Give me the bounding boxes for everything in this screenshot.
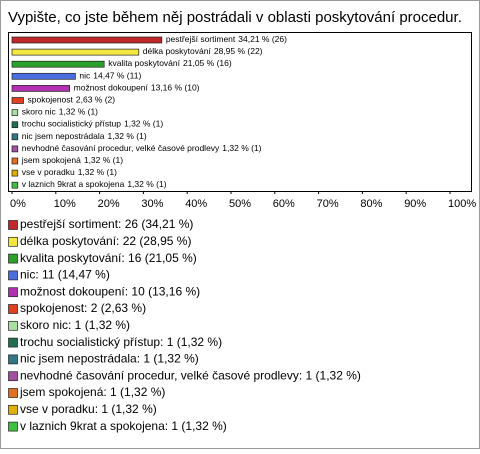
legend-label: kvalita poskytování: 16 (21,05 %) [20,251,197,265]
legend-swatch [8,253,18,264]
legend-swatch [8,388,18,398]
legend-label: skoro nic: 1 (1,32 %) [20,318,130,332]
bar-label: nic jsem nepostrádala 1,32 % (1) [22,131,147,141]
bar [11,133,19,141]
bar-label: v laznich 9krat a spokojena 1,32 % (1) [22,179,167,189]
bar [11,85,70,92]
legend-swatch [8,270,18,281]
legend-swatch [8,287,18,298]
bar-label: délka poskytování 28,95 % (22) [143,46,263,56]
bar-value-label: 1,32 % (1) [59,107,98,117]
chart-title: Vypište, co jste během něj postrádali v … [8,9,462,26]
bar [11,48,140,56]
bar [11,121,19,129]
legend-swatch [8,320,18,331]
bar-category: jsem spokojená [21,155,81,165]
bar-category: kvalita poskytování [108,58,180,68]
legend-label: spokojenost: 2 (2,63 %) [20,301,146,315]
bar-value-label: 1,32 % (1) [84,155,123,165]
bar-label: nic 14,47 % (11) [79,71,141,81]
bar-category: skoro nic [22,107,57,117]
bar-value-label: 1,32 % (1) [124,119,163,129]
plot-area [8,32,472,192]
bar-value-label: 28,95 % (22) [214,46,263,56]
bar-label: vse v poradku 1,32 % (1) [22,167,117,177]
bar-category: trochu socialistický přístup [22,119,121,129]
legend-label: vse v poradku: 1 (1,32 %) [20,402,157,416]
bar [11,169,19,177]
bar [11,60,105,68]
bar-label: skoro nic 1,32 % (1) [22,107,98,117]
x-tick-label: 30% [141,198,163,210]
legend-swatch [8,354,18,365]
legend-swatch [8,337,18,348]
legend-swatch [8,421,18,432]
bar-label: nevhodné časování procedur, velké časové… [22,143,262,153]
bar-value-label: 1,32 % (1) [107,131,146,141]
bar-category: vse v poradku [22,167,75,177]
legend-swatch [8,371,18,382]
x-tick-label: 0% [10,198,26,210]
bar-value-label: 1,32 % (1) [222,143,261,153]
legend-label: nevhodné časování procedur, velké časové… [20,368,361,382]
bar-value-label: 1,32 % (1) [127,179,166,189]
legend-label: možnost dokoupení: 10 (13,16 %) [20,284,200,298]
bar-category: nevhodné časování procedur, velké časové… [22,143,220,153]
bar-category: nic jsem nepostrádala [22,131,105,141]
bar-category: spokojenost [28,95,74,105]
legend-label: jsem spokojená: 1 (1,32 %) [19,385,165,399]
bar-value-label: 2,63 % (2) [76,95,115,105]
bar-label: možnost dokoupení 13,16 % (10) [74,83,200,93]
bar-value-label: 34,21 % (26) [238,34,287,44]
legend-swatch [8,404,18,415]
bar-value-label: 14,47 % (11) [93,71,141,81]
bar-label: jsem spokojená 1,32 % (1) [21,155,123,165]
legend-swatch [8,304,18,314]
bar-label: kvalita poskytování 21,05 % (16) [108,58,232,68]
x-tick-label: 50% [229,198,251,210]
legend-label: pestřejší sortiment: 26 (34,21 %) [20,217,193,231]
bar [11,97,24,104]
bar-value-label: 1,32 % (1) [78,167,117,177]
x-tick-label: 10% [54,198,76,210]
x-tick-label: 70% [317,198,339,210]
bar-category: pestřejší sortiment [166,34,236,44]
x-tick-label: 60% [273,198,295,210]
legend-label: délka poskytování: 22 (28,95 %) [20,234,191,248]
x-tick-label: 40% [185,198,207,210]
bar [11,181,19,189]
bar [11,109,19,116]
legend-swatch [8,236,18,247]
legend-label: nic: 11 (14,47 %) [20,268,110,282]
legend-label: v laznich 9krat a spokojena: 1 (1,32 %) [20,419,227,433]
bar [11,36,163,44]
bar [11,72,76,80]
x-tick-label: 20% [98,198,120,210]
x-tick-label: 80% [360,198,382,210]
bar-value-label: 13,16 % (10) [151,83,200,93]
bar [11,145,19,153]
bar [11,157,19,165]
legend-swatch [8,220,18,230]
x-tick-label: 90% [404,198,426,210]
bar-value-label: 21,05 % (16) [183,58,232,68]
x-tick-label: 100% [448,198,476,210]
bar-label: spokojenost 2,63 % (2) [28,95,116,105]
legend-label: trochu socialistický přístup: 1 (1,32 %) [20,335,222,349]
bar-category: možnost dokoupení [74,83,149,93]
legend-label: nic jsem nepostrádala: 1 (1,32 %) [20,352,199,366]
bar-category: v laznich 9krat a spokojena [22,179,125,189]
bar-category: délka poskytování [143,46,212,56]
bar-label: pestřejší sortiment 34,21 % (26) [166,34,287,44]
bar-label: trochu socialistický přístup 1,32 % (1) [22,119,164,129]
bar-category: nic [79,71,91,81]
